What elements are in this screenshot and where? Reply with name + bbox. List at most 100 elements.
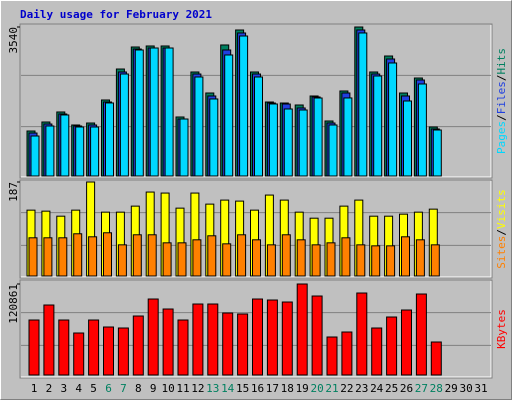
bar xyxy=(222,243,232,277)
x-tick-label: 17 xyxy=(266,382,279,395)
bar xyxy=(341,331,353,376)
bar xyxy=(388,62,398,177)
x-tick-label: 30 xyxy=(459,382,472,395)
bar xyxy=(177,319,189,376)
bar xyxy=(252,298,263,376)
bar xyxy=(237,313,249,376)
legend: Sites/Visits xyxy=(495,189,508,269)
bar xyxy=(162,242,172,277)
bar xyxy=(119,73,129,177)
bar xyxy=(401,236,410,277)
legend-entry: Pages xyxy=(495,121,508,154)
bar xyxy=(90,126,100,177)
x-tick-label: 12 xyxy=(191,382,204,395)
bar xyxy=(73,332,85,376)
bar xyxy=(179,118,189,177)
y-tick-label: 120861 xyxy=(7,284,20,324)
bar xyxy=(147,298,159,376)
x-tick-label: 21 xyxy=(325,382,338,395)
bar xyxy=(209,98,219,177)
x-tick-label: 10 xyxy=(161,382,174,395)
bar xyxy=(134,49,144,177)
x-tick-label: 16 xyxy=(251,382,264,395)
y-tick-label: 3540 xyxy=(7,27,20,54)
bar xyxy=(132,315,144,376)
bar xyxy=(356,244,366,277)
legend-entry: Visits xyxy=(495,189,508,229)
x-tick-label: 26 xyxy=(400,382,413,395)
bar xyxy=(73,233,83,277)
bar xyxy=(326,336,338,376)
x-tick-label: 13 xyxy=(206,382,219,395)
bar xyxy=(28,237,38,277)
bar xyxy=(266,244,276,277)
x-tick-label: 20 xyxy=(310,382,323,395)
legend-entry: Sites xyxy=(495,236,508,269)
x-tick-label: 22 xyxy=(340,382,353,395)
bar xyxy=(60,114,70,177)
legend-separator: / xyxy=(495,114,508,121)
bar xyxy=(103,232,112,277)
bar xyxy=(371,327,383,376)
bar xyxy=(132,234,142,277)
legend-separator: / xyxy=(495,229,508,236)
x-tick-label: 29 xyxy=(445,382,458,395)
bar xyxy=(415,293,427,376)
bar xyxy=(239,35,249,177)
x-tick-label: 31 xyxy=(474,382,487,395)
bar xyxy=(88,319,100,376)
x-tick-label: 6 xyxy=(105,382,112,395)
x-tick-label: 7 xyxy=(120,382,127,395)
bar xyxy=(268,103,278,177)
x-tick-label: 19 xyxy=(296,382,309,395)
bar xyxy=(58,319,70,376)
bar xyxy=(237,234,247,277)
bar xyxy=(252,239,261,277)
bar xyxy=(311,295,323,376)
bar xyxy=(162,308,174,376)
x-tick-label: 23 xyxy=(355,382,368,395)
legend-entry: Files xyxy=(495,81,508,114)
bar xyxy=(103,326,114,376)
y-tick-label: 187 xyxy=(7,182,20,202)
bar xyxy=(401,309,412,376)
x-tick-label: 18 xyxy=(281,382,294,395)
x-tick-label: 11 xyxy=(176,382,189,395)
bar xyxy=(430,341,442,376)
legend-separator: / xyxy=(495,75,508,82)
bar xyxy=(373,75,383,177)
bar xyxy=(326,242,336,277)
bar xyxy=(430,244,440,277)
bar xyxy=(105,102,114,177)
bar xyxy=(311,244,321,277)
bar xyxy=(281,234,291,277)
bar xyxy=(356,292,368,376)
bar xyxy=(417,83,427,177)
bar xyxy=(75,126,85,177)
bar xyxy=(192,303,204,376)
bar xyxy=(88,236,98,277)
x-tick-label: 28 xyxy=(430,382,443,395)
x-tick-label: 9 xyxy=(150,382,157,395)
bar xyxy=(343,97,353,177)
legend: Pages/Files/Hits xyxy=(495,48,508,154)
chart-title: Daily usage for February 2021 xyxy=(20,8,212,21)
bar xyxy=(177,242,187,277)
bar xyxy=(328,124,338,177)
bar xyxy=(117,327,129,376)
bar xyxy=(403,100,412,177)
bar xyxy=(386,245,396,277)
bar xyxy=(254,76,263,177)
bar xyxy=(296,283,308,376)
bar xyxy=(30,135,40,177)
legend: KBytes xyxy=(495,309,508,349)
legend-entry: Hits xyxy=(495,48,508,75)
x-tick-label: 14 xyxy=(221,382,235,395)
bar xyxy=(358,32,368,177)
bar xyxy=(194,76,204,177)
bar xyxy=(222,312,234,376)
x-tick-label: 24 xyxy=(370,382,384,395)
x-tick-label: 8 xyxy=(135,382,142,395)
